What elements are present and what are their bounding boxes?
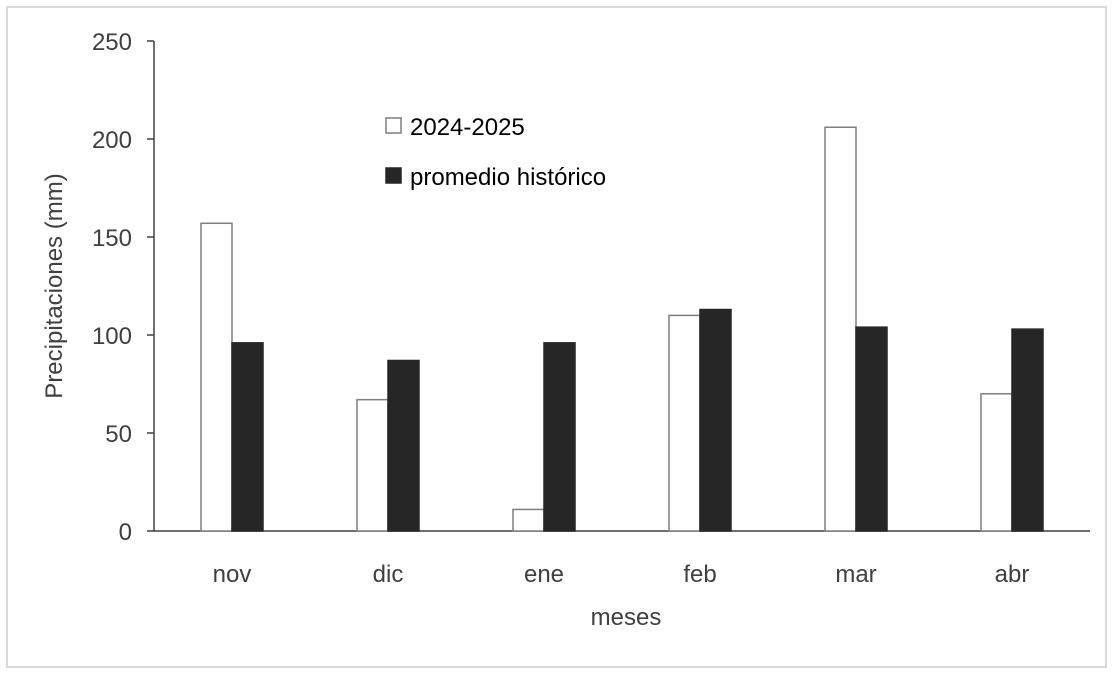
y-tick-label: 0 [119,519,132,546]
legend-swatch-promedio-historico [385,167,402,184]
y-tick-label: 50 [105,421,132,448]
chart-frame [6,6,1107,668]
legend-label-2024-2025: 2024-2025 [410,114,525,141]
x-tick-label-dic: dic [373,561,404,588]
y-tick-label: 250 [92,29,132,56]
y-tick-label: 150 [92,225,132,252]
bar-mar-2024-2025 [824,126,857,532]
legend-label-promedio-historico: promedio histórico [410,164,606,191]
bar-nov-promedio-historico [231,342,264,532]
bar-nov-2024-2025 [200,222,233,532]
bar-dic-2024-2025 [356,398,389,532]
bar-abr-2024-2025 [980,393,1013,532]
legend-swatch-2024-2025 [385,117,402,134]
y-axis-title: Precipitaciones (mm) [41,173,68,398]
bar-abr-promedio-historico [1011,328,1044,532]
x-tick-label-abr: abr [995,561,1030,588]
y-tick-label: 200 [92,127,132,154]
bar-feb-2024-2025 [668,314,701,532]
x-tick-label-feb: feb [683,561,716,588]
bar-mar-promedio-historico [855,326,888,532]
bar-ene-promedio-historico [543,342,576,532]
y-tick-label: 100 [92,323,132,350]
x-tick-label-nov: nov [213,561,252,588]
bar-dic-promedio-historico [387,359,420,532]
x-axis-title: meses [591,604,662,631]
x-tick-label-ene: ene [524,561,564,588]
x-tick-label-mar: mar [835,561,876,588]
bar-ene-2024-2025 [512,508,545,532]
y-axis: 0 50 100 150 200 250 [92,29,155,546]
x-axis: nov dic ene feb mar abr [154,530,1090,588]
bar-feb-promedio-historico [699,308,732,532]
bars [200,126,1044,532]
legend: 2024-2025 promedio histórico [385,114,606,191]
